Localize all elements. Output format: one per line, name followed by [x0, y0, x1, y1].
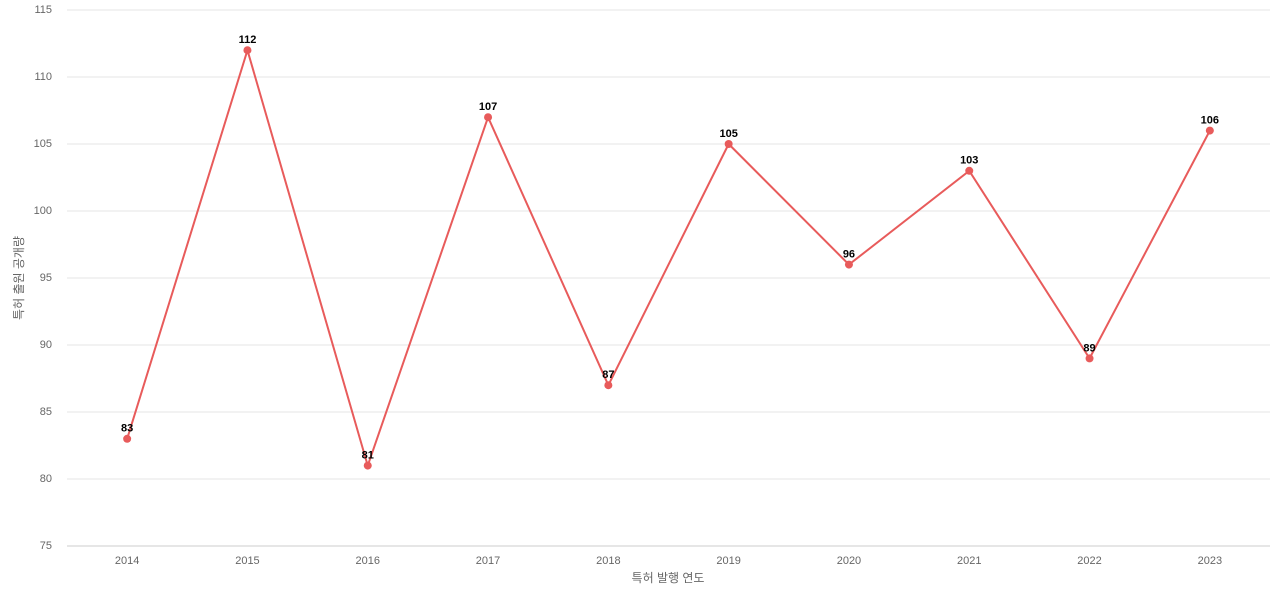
y-tick-label: 105: [34, 138, 52, 150]
y-tick-label: 80: [40, 473, 52, 485]
x-tick-label: 2014: [115, 555, 139, 567]
value-label: 96: [843, 249, 855, 261]
x-tick-label: 2015: [235, 555, 259, 567]
value-label: 106: [1201, 115, 1219, 127]
point: [484, 113, 493, 122]
point: [1205, 126, 1214, 135]
x-tick-label: 2017: [476, 555, 500, 567]
point: [604, 381, 613, 390]
x-tick-label: 2021: [957, 555, 981, 567]
x-axis-title: 특허 발행 연도: [632, 570, 705, 585]
y-tick-label: 85: [40, 406, 52, 418]
y-tick-label: 95: [40, 272, 52, 284]
point: [123, 434, 132, 443]
y-tick-label: 115: [34, 4, 52, 16]
value-label: 81: [362, 450, 374, 462]
point: [243, 46, 252, 55]
x-tick-label: 2020: [837, 555, 861, 567]
x-tick-label: 2019: [716, 555, 740, 567]
point: [1085, 354, 1094, 363]
value-label: 87: [602, 369, 614, 381]
value-label: 103: [960, 155, 978, 167]
y-tick-label: 110: [34, 71, 52, 83]
point: [724, 140, 733, 148]
y-tick-label: 100: [34, 205, 52, 217]
line: [126, 46, 1211, 469]
point: [844, 260, 853, 269]
value-label: 105: [719, 128, 737, 140]
x-tick-label: 2018: [596, 555, 620, 567]
point: [965, 166, 974, 175]
value-label: 89: [1083, 342, 1095, 354]
y-tick-label: 75: [40, 540, 52, 552]
x-tick-label: 2023: [1198, 555, 1222, 567]
y-axis-title: 특허 출원 공개량: [12, 236, 26, 320]
x-tick-label: 2022: [1077, 555, 1101, 567]
point: [363, 461, 372, 470]
value-label: 112: [239, 34, 257, 46]
value-label: 83: [121, 423, 133, 435]
x-tick-label: 2016: [356, 555, 380, 567]
y-tick-label: 90: [40, 339, 52, 351]
value-label: 107: [479, 101, 497, 113]
